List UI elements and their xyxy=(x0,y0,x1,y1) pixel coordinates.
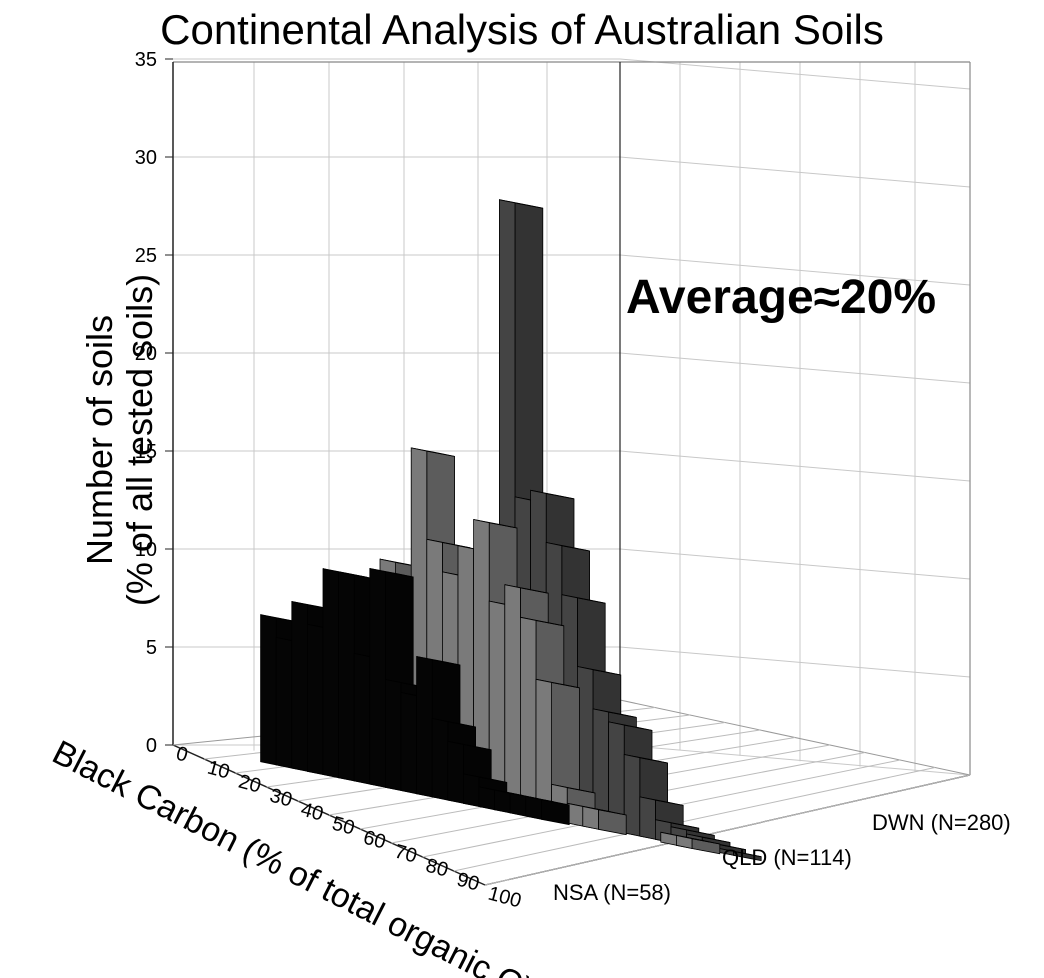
category-label: DWN (N=280) xyxy=(872,810,1011,835)
bar-front xyxy=(275,637,293,769)
y-tick-label: 5 xyxy=(146,637,157,659)
x-tick-label: 50 xyxy=(330,813,357,840)
chart-bars xyxy=(260,199,762,862)
x-tick-label: 30 xyxy=(267,785,294,812)
bar-front xyxy=(400,692,418,795)
bar-front xyxy=(291,601,308,772)
x-tick-label: 80 xyxy=(423,855,450,882)
bar-front xyxy=(623,754,641,837)
right-wall-gridline xyxy=(619,254,971,286)
x-tick-label: 20 xyxy=(236,771,263,798)
x-tick-label: 70 xyxy=(392,841,419,868)
bar-front xyxy=(260,614,277,766)
bar-front xyxy=(416,656,433,798)
y-tick-label: 10 xyxy=(135,539,157,561)
bar-front xyxy=(525,796,542,820)
average-annotation: Average≈20% xyxy=(626,271,937,324)
bar-front xyxy=(338,571,355,782)
x-tick-label: 0 xyxy=(174,743,190,767)
bar-front xyxy=(462,773,480,807)
right-wall-gridline xyxy=(619,450,971,482)
x-tick-label: 90 xyxy=(455,869,482,896)
y-tick-label: 35 xyxy=(135,49,157,71)
bar-front xyxy=(353,653,371,785)
floor-gridline xyxy=(453,767,936,872)
bar-front xyxy=(504,584,521,814)
y-tick-label: 30 xyxy=(135,147,157,169)
right-wall-gridline xyxy=(619,58,971,90)
right-wall-gridline xyxy=(619,646,971,678)
x-tick-label: 40 xyxy=(299,799,326,826)
y-tick-label: 0 xyxy=(146,735,157,757)
y-tick-label: 25 xyxy=(135,245,157,267)
bar-front xyxy=(520,616,537,817)
right-wall-gridline xyxy=(619,548,971,580)
x-tick-label: 60 xyxy=(361,827,388,854)
bar-front xyxy=(431,718,449,801)
x-tick-label: 10 xyxy=(205,757,232,784)
bar-front xyxy=(306,623,324,775)
right-wall-gridline xyxy=(619,744,971,776)
y-tick-label: 15 xyxy=(135,441,157,463)
category-label: QLD (N=114) xyxy=(722,845,852,870)
y-tick-label: 20 xyxy=(135,343,157,365)
x-tick-label: 100 xyxy=(486,883,524,913)
bar-front xyxy=(494,789,511,814)
right-wall-gridline xyxy=(619,352,971,384)
bar-front xyxy=(478,786,496,811)
chart-title: Continental Analysis of Australian Soils xyxy=(160,6,884,53)
bar-front xyxy=(676,835,693,849)
bar-front xyxy=(582,806,599,830)
bar-front xyxy=(322,568,340,779)
bar-front xyxy=(384,679,402,791)
bar-front xyxy=(509,792,527,817)
bar-front xyxy=(447,740,464,804)
right-wall-gridline xyxy=(619,156,971,188)
floor-gridline xyxy=(484,774,971,886)
category-label: NSA (N=58) xyxy=(553,880,671,905)
bar-front xyxy=(639,796,656,840)
bar-front xyxy=(369,568,386,788)
